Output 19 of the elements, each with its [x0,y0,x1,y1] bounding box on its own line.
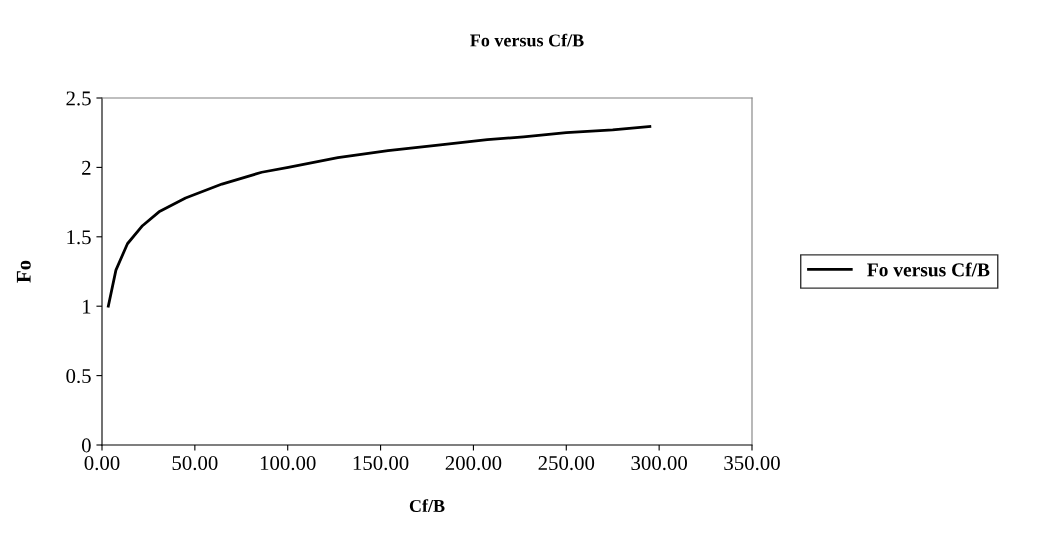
x-axis-title: Cf/B [409,499,445,513]
y-tick-label: 0 [81,438,91,453]
legend-label: Fo versus Cf/B [867,262,990,277]
x-tick-label: 200.00 [445,456,502,471]
x-tick-label: 50.00 [172,456,218,471]
chart-title: Fo versus Cf/B [470,33,584,47]
y-tick-label: 0.5 [66,368,91,384]
x-tick-label: 100.00 [260,456,316,471]
x-tick-label: 150.00 [353,456,409,471]
y-axis-title: Fo [16,260,31,283]
line-series [106,125,652,308]
y-tick-label: 1 [83,299,91,314]
x-tick-label: 250.00 [538,456,595,471]
y-tick-label: 2.5 [66,91,91,106]
x-tick-label: 300.00 [631,456,687,471]
x-tick-label: 0.00 [84,456,120,471]
y-tick-label: 2 [82,160,91,175]
y-tick-label: 1.5 [67,230,91,245]
x-tick-label: 350.00 [724,456,780,471]
